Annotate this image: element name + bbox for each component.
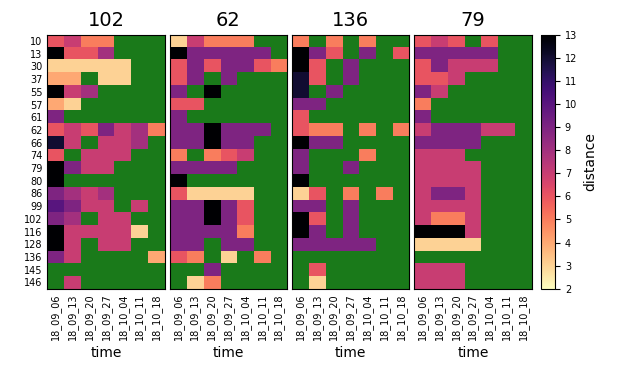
Title: 79: 79 [461,11,486,30]
Title: 62: 62 [216,11,241,30]
X-axis label: time: time [213,346,244,360]
X-axis label: time: time [91,346,122,360]
X-axis label: time: time [335,346,367,360]
Title: 136: 136 [332,11,369,30]
X-axis label: time: time [457,346,489,360]
Title: 102: 102 [88,11,125,30]
Y-axis label: distance: distance [583,132,597,191]
